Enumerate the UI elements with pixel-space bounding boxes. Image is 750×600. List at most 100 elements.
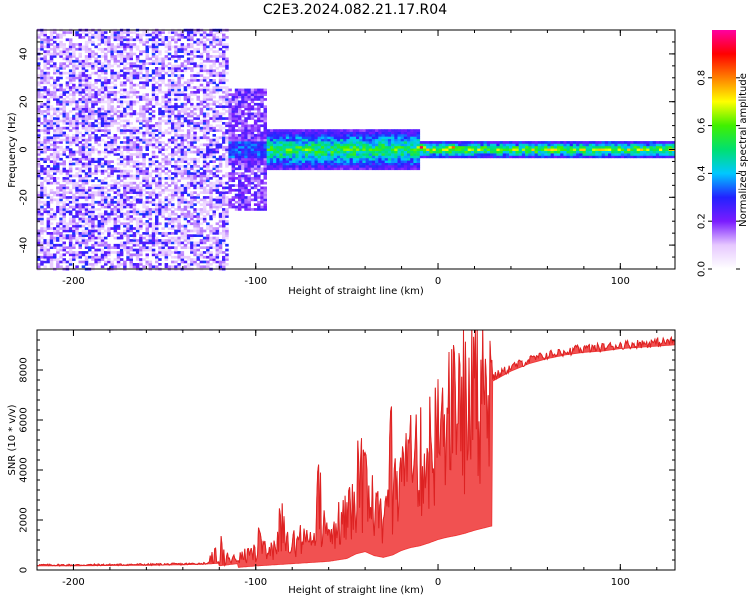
heatmap-cell — [94, 95, 98, 99]
heatmap-cell — [53, 81, 57, 85]
heatmap-cell — [135, 258, 140, 261]
heatmap-cell — [126, 150, 130, 154]
heatmap-cell — [110, 210, 114, 214]
heatmap-cell — [100, 38, 105, 42]
heatmap-cell — [257, 136, 261, 140]
heatmap-cell — [164, 50, 169, 53]
heatmap-cell — [238, 114, 242, 118]
heatmap-cell — [107, 193, 111, 197]
heatmap-cell — [100, 258, 105, 261]
heatmap-cell — [171, 260, 175, 264]
heatmap-cell — [81, 69, 86, 73]
heatmap-cell — [56, 71, 60, 75]
heatmap-cell — [142, 40, 146, 44]
heatmap-cell — [107, 119, 111, 123]
heatmap-cell — [129, 131, 133, 135]
heatmap-cell — [340, 131, 344, 135]
heatmap-cell — [183, 236, 188, 240]
heatmap-cell — [46, 193, 51, 197]
heatmap-cell — [238, 200, 242, 204]
heatmap-cell — [84, 229, 89, 233]
heatmap-cell — [333, 129, 338, 132]
heatmap-cell — [253, 167, 258, 171]
heatmap-cell — [199, 184, 204, 187]
heatmap-cell — [186, 169, 191, 173]
heatmap-cell — [362, 143, 366, 147]
heatmap-cell — [257, 145, 261, 149]
heatmap-cell — [126, 184, 130, 187]
heatmap-cell — [37, 150, 41, 154]
heatmap-cell — [75, 141, 79, 144]
heatmap-cell — [171, 188, 175, 192]
heatmap-cell — [202, 191, 207, 194]
heatmap-cell — [100, 55, 105, 58]
heatmap-cell — [202, 251, 207, 254]
heatmap-cell — [107, 174, 111, 178]
heatmap-cell — [212, 129, 216, 132]
heatmap-cell — [37, 105, 41, 108]
heatmap-cell — [88, 186, 92, 190]
heatmap-cell — [59, 55, 63, 58]
heatmap-cell — [78, 88, 82, 92]
heatmap-cell — [186, 129, 191, 132]
heatmap-cell — [59, 95, 63, 99]
heatmap-cell — [202, 155, 207, 159]
heatmap-cell — [266, 155, 271, 159]
heatmap-cell — [362, 153, 366, 156]
heatmap-cell — [104, 69, 108, 73]
heatmap-cell — [314, 136, 318, 140]
heatmap-cell — [273, 153, 277, 156]
heatmap-cell — [113, 93, 118, 96]
heatmap-cell — [193, 122, 197, 125]
heatmap-cell — [56, 239, 60, 242]
heatmap-cell — [129, 81, 133, 85]
heatmap-cell — [78, 212, 82, 216]
heatmap-cell — [84, 251, 89, 254]
heatmap-cell — [167, 43, 172, 46]
heatmap-cell — [161, 212, 165, 216]
heatmap-cell — [75, 174, 79, 178]
heatmap-cell — [190, 181, 194, 185]
heatmap-cell — [84, 255, 89, 259]
heatmap-cell — [209, 246, 213, 249]
heatmap-cell — [247, 153, 251, 156]
heatmap-cell — [104, 47, 108, 51]
heatmap-cell — [72, 47, 76, 51]
heatmap-cell — [177, 145, 181, 149]
heatmap-cell — [142, 241, 146, 245]
heatmap-cell — [225, 263, 229, 266]
heatmap-cell — [94, 31, 98, 34]
heatmap-cell — [228, 138, 232, 142]
heatmap-cell — [263, 114, 267, 118]
heatmap-cell — [190, 76, 194, 80]
heatmap-cell — [81, 208, 86, 211]
heatmap-cell — [75, 107, 79, 111]
heatmap-cell — [72, 227, 76, 230]
heatmap-cell — [62, 260, 66, 264]
heatmap-cell — [241, 165, 245, 168]
heatmap-cell — [72, 258, 76, 261]
heatmap-cell — [126, 38, 130, 42]
heatmap-cell — [206, 83, 210, 87]
heatmap-cell — [119, 36, 124, 39]
heatmap-cell — [359, 167, 363, 171]
heatmap-cell — [257, 141, 261, 144]
heatmap-cell — [238, 90, 242, 94]
heatmap-cell — [228, 117, 232, 120]
heatmap-cell — [359, 134, 363, 137]
heatmap-cell — [359, 148, 363, 151]
heatmap-cell — [72, 179, 76, 183]
heatmap-cell — [113, 57, 118, 61]
heatmap-cell — [263, 200, 267, 204]
heatmap-cell — [97, 98, 102, 101]
heatmap-cell — [116, 205, 121, 209]
heatmap-cell — [253, 148, 258, 151]
heatmap-cell — [116, 100, 121, 104]
heatmap-cell — [222, 229, 226, 233]
heatmap-cell — [100, 248, 105, 252]
heatmap-cell — [158, 143, 162, 147]
heatmap-cell — [123, 198, 127, 202]
heatmap-cell — [206, 174, 210, 178]
heatmap-cell — [56, 69, 60, 73]
